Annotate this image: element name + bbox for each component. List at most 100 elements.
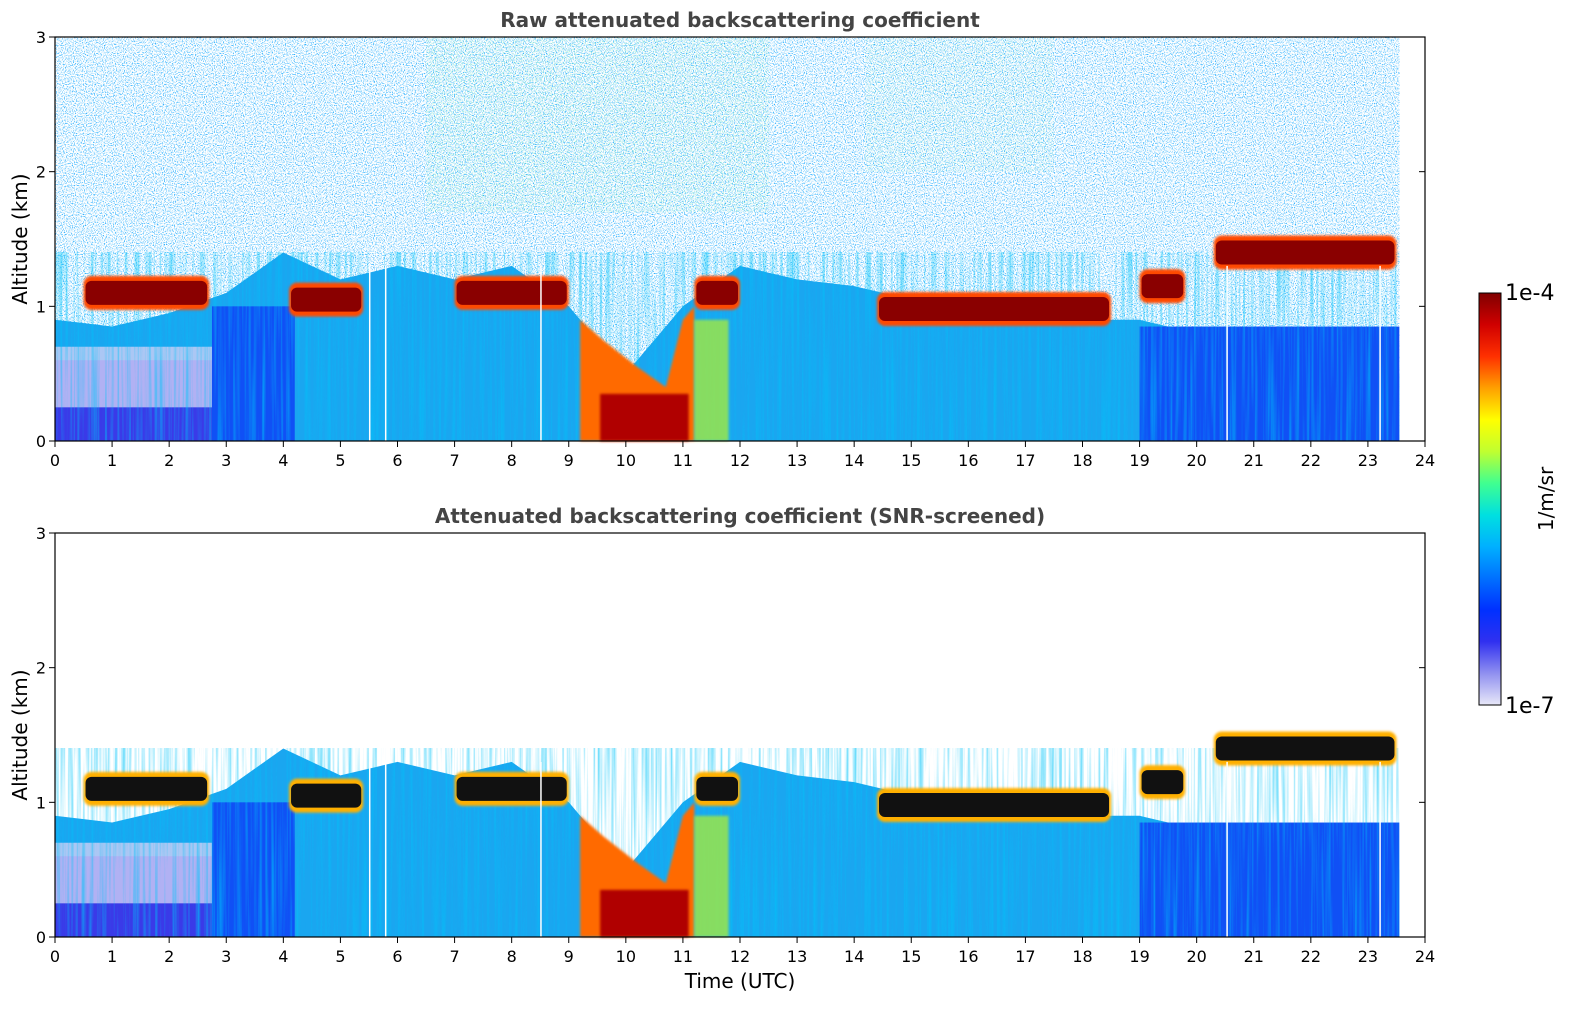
- x-tick-label: 11: [673, 451, 693, 470]
- cloud-layer: [879, 793, 1110, 818]
- data-gap-line: [368, 265, 371, 441]
- top-panel-title: Raw attenuated backscattering coefficien…: [500, 8, 980, 32]
- x-tick-label: 22: [1301, 947, 1321, 966]
- x-axis-label: Time (UTC): [684, 969, 796, 993]
- cloud-layer: [85, 776, 208, 801]
- data-gap-line: [1379, 265, 1381, 441]
- fog-dissipation: [694, 319, 729, 441]
- x-tick-label: 14: [844, 451, 864, 470]
- top-y-ticks: 0 1 2 3: [36, 28, 1425, 451]
- cloud-layer: [456, 776, 567, 801]
- cloud-layer: [291, 287, 362, 312]
- x-tick-label: 6: [392, 451, 402, 470]
- snr-screened-heatmap: [55, 731, 1400, 937]
- x-tick-label: 0: [50, 947, 60, 966]
- y-tick-label: 0: [36, 432, 46, 451]
- cloud-layer: [696, 280, 738, 305]
- cloud-layer: [1215, 736, 1395, 761]
- x-tick-label: 4: [278, 947, 288, 966]
- cloud-layer: [879, 297, 1110, 322]
- cloud-layer: [1141, 274, 1184, 299]
- x-tick-label: 8: [507, 947, 517, 966]
- cloud-layer: [1141, 770, 1184, 795]
- x-tick-label: 2: [164, 451, 174, 470]
- fog-core: [600, 393, 689, 441]
- x-tick-label: 4: [278, 451, 288, 470]
- x-tick-label: 13: [787, 451, 807, 470]
- x-tick-label: 21: [1244, 947, 1264, 966]
- x-tick-label: 20: [1186, 947, 1206, 966]
- bottom-y-axis-label: Altitude (km): [8, 669, 32, 800]
- cloud-layer: [696, 776, 738, 801]
- x-tick-label: 18: [1072, 947, 1092, 966]
- cloud-layer: [1215, 240, 1395, 265]
- snr-screened-panel: Attenuated backscattering coefficient (S…: [8, 504, 1435, 993]
- x-tick-label: 14: [844, 947, 864, 966]
- x-tick-label: 6: [392, 947, 402, 966]
- data-gap-line: [368, 761, 371, 937]
- afternoon-noise: [865, 37, 1054, 172]
- cloud-layer: [85, 280, 208, 305]
- data-gap-line: [1379, 761, 1381, 937]
- x-tick-label: 11: [673, 947, 693, 966]
- data-gap-line: [1226, 761, 1228, 937]
- x-tick-label: 9: [564, 451, 574, 470]
- data-gap-line: [540, 265, 542, 441]
- x-tick-label: 1: [107, 947, 117, 966]
- x-tick-label: 21: [1244, 451, 1264, 470]
- x-tick-label: 10: [616, 947, 636, 966]
- y-tick-label: 3: [36, 28, 46, 47]
- raw-backscatter-panel: Raw attenuated backscattering coefficien…: [8, 8, 1435, 470]
- x-tick-label: 15: [901, 947, 921, 966]
- x-tick-label: 17: [1015, 947, 1035, 966]
- y-tick-label: 0: [36, 928, 46, 947]
- x-tick-label: 13: [787, 947, 807, 966]
- raw-backscatter-heatmap: [55, 37, 1400, 441]
- x-tick-label: 1: [107, 451, 117, 470]
- x-tick-label: 2: [164, 947, 174, 966]
- y-tick-label: 1: [36, 297, 46, 316]
- x-tick-label: 5: [335, 451, 345, 470]
- x-tick-label: 23: [1358, 451, 1378, 470]
- y-tick-label: 3: [36, 524, 46, 543]
- data-gap-line: [384, 265, 387, 441]
- x-tick-label: 24: [1415, 451, 1435, 470]
- x-tick-label: 19: [1129, 947, 1149, 966]
- x-tick-label: 12: [730, 451, 750, 470]
- x-tick-label: 22: [1301, 451, 1321, 470]
- bottom-x-ticks: 0 1 2 3 4 5 6 7 8 9 10 11 12 13 14 15 16 17 18 19 20 21 22 23 24: [50, 937, 1435, 966]
- x-tick-label: 3: [221, 451, 231, 470]
- x-tick-label: 0: [50, 451, 60, 470]
- colorbar-max-label: 1e-4: [1505, 281, 1554, 306]
- fog-core: [600, 889, 689, 937]
- data-gap-line: [384, 761, 387, 937]
- fog-dissipation: [694, 815, 729, 937]
- y-tick-label: 2: [36, 659, 46, 678]
- x-tick-label: 23: [1358, 947, 1378, 966]
- x-tick-label: 7: [449, 947, 459, 966]
- x-tick-label: 24: [1415, 947, 1435, 966]
- colorbar-unit-label: 1/m/sr: [1534, 466, 1558, 531]
- colorbar-min-label: 1e-7: [1505, 694, 1554, 719]
- bottom-y-ticks: 0 1 2 3: [36, 524, 1425, 947]
- x-tick-label: 8: [507, 451, 517, 470]
- colorbar-gradient: [1478, 292, 1502, 706]
- top-y-axis-label: Altitude (km): [8, 173, 32, 304]
- x-tick-label: 12: [730, 947, 750, 966]
- x-tick-label: 15: [901, 451, 921, 470]
- x-tick-label: 3: [221, 947, 231, 966]
- x-tick-label: 19: [1129, 451, 1149, 470]
- y-tick-label: 1: [36, 793, 46, 812]
- y-tick-label: 2: [36, 163, 46, 182]
- bottom-panel-title: Attenuated backscattering coefficient (S…: [435, 504, 1045, 528]
- daytime-noise: [426, 37, 769, 213]
- cloud-layer: [456, 280, 567, 305]
- colorbar: 1e-4 1e-7 1/m/sr: [1478, 281, 1558, 719]
- x-tick-label: 10: [616, 451, 636, 470]
- x-tick-label: 16: [958, 947, 978, 966]
- x-tick-label: 16: [958, 451, 978, 470]
- x-tick-label: 9: [564, 947, 574, 966]
- x-tick-label: 7: [449, 451, 459, 470]
- top-x-ticks: 0 1 2 3 4 5 6 7 8 9 10 11 12 13 14 15 16 17 18 19 20 21 22 23 24: [50, 441, 1435, 470]
